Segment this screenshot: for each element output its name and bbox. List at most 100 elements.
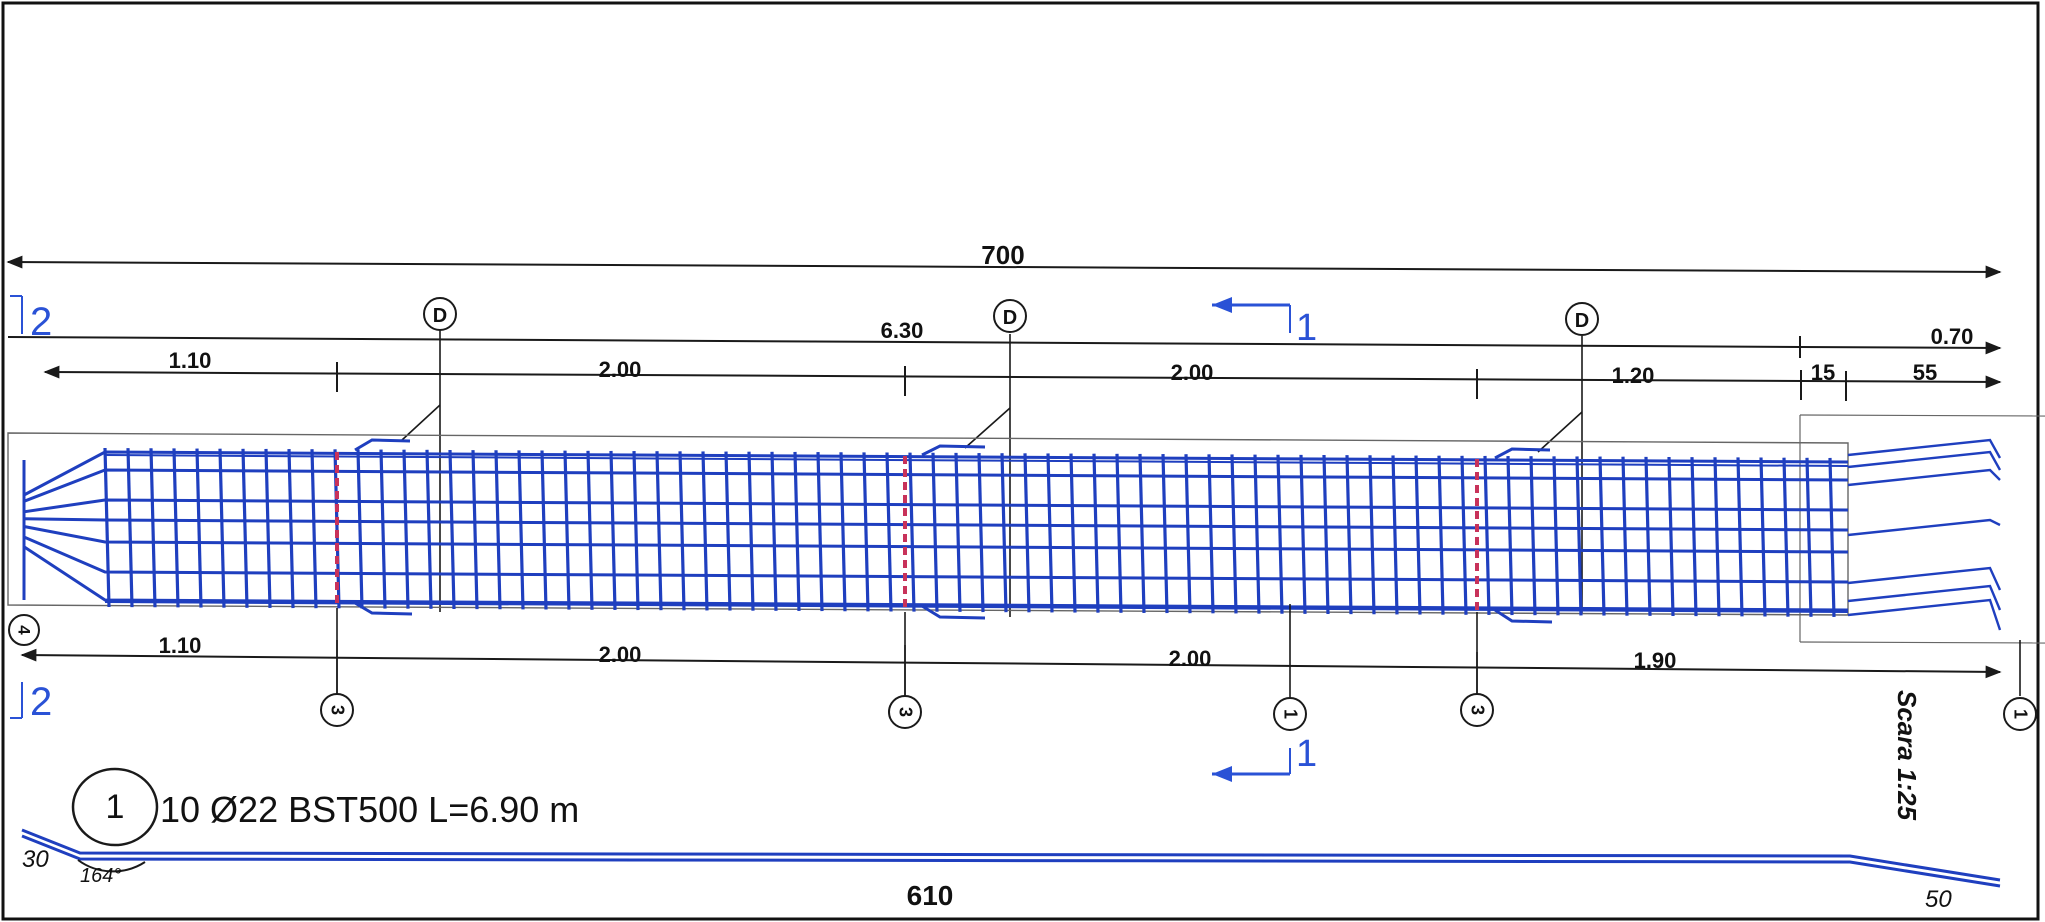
straight-length: 610 — [907, 880, 954, 911]
svg-text:3: 3 — [895, 707, 915, 717]
stirrup — [1184, 454, 1192, 614]
longitudinal-bar — [23, 545, 1849, 612]
flared-bar-end — [1847, 438, 2002, 459]
stirrup — [425, 449, 433, 609]
longitudinal-bar — [23, 468, 1849, 503]
stirrup — [1368, 455, 1376, 615]
bend-angle-arc — [77, 859, 146, 873]
stirrup — [402, 449, 410, 609]
bar-description: 10 Ø22 BST500 L=6.90 m — [160, 789, 579, 830]
stirrup — [1529, 456, 1537, 616]
stirrup — [1345, 455, 1353, 615]
top-seg-1: 1.10 — [169, 348, 212, 373]
stirrup — [195, 448, 203, 608]
top-seg-5: 15 — [1811, 360, 1835, 385]
bar-mark: 3 — [320, 608, 354, 727]
stirrup — [356, 449, 364, 609]
stirrup — [1828, 457, 1836, 617]
stirrup — [839, 452, 847, 612]
stirrup — [701, 451, 709, 611]
stirrup — [1414, 455, 1422, 615]
top-seg-3: 2.00 — [1171, 360, 1214, 385]
stirrup — [1276, 454, 1284, 614]
bottom-seg-1: 1.10 — [159, 633, 202, 658]
stirrup — [1000, 453, 1008, 613]
bar-length-dimension: 6.30 0.70 — [7, 318, 2002, 358]
flared-bar-end — [1847, 450, 2002, 471]
section-cut-2-bottom: 2 — [10, 680, 52, 724]
svg-text:D: D — [1003, 307, 1017, 329]
stirrup — [494, 450, 502, 610]
bar-mark: 1 — [1273, 604, 1307, 731]
stirrup — [931, 452, 939, 612]
stirrup — [310, 449, 318, 609]
top-seg-6: 55 — [1913, 360, 1937, 385]
right-hook-length: 50 — [1925, 886, 1952, 913]
stirrup — [1575, 456, 1583, 616]
stirrup — [1483, 455, 1491, 615]
stirrup — [126, 448, 134, 608]
stirrup — [1460, 455, 1468, 615]
stirrup — [1391, 455, 1399, 615]
bar-marks: 3 3 1 3 1 4 — [8, 604, 2037, 731]
overall-dimension: 700 — [6, 240, 2002, 279]
stirrup — [1207, 454, 1215, 614]
left-bar-mark: 4 — [8, 614, 40, 646]
stirrup — [218, 448, 226, 608]
stirrup — [770, 451, 778, 611]
lap-hooks — [354, 438, 1553, 624]
stirrup — [954, 452, 962, 612]
stirrup — [1598, 456, 1606, 616]
section-1-label: 1 — [1296, 307, 1317, 349]
flared-bar-end — [1847, 468, 2001, 487]
bottom-seg-3: 2.00 — [1169, 646, 1212, 671]
svg-text:1: 1 — [1280, 709, 1300, 719]
stirrup — [1644, 456, 1652, 616]
stirrup — [1023, 453, 1031, 613]
bottom-seg-2: 2.00 — [599, 642, 642, 667]
stirrup — [471, 450, 479, 610]
stirrup — [1805, 457, 1813, 617]
stirrup — [1621, 456, 1629, 616]
stirrup — [1690, 457, 1698, 617]
stirrup — [862, 452, 870, 612]
stirrup — [287, 449, 295, 609]
stirrup — [655, 451, 663, 611]
stirrup — [1759, 457, 1767, 617]
top-segment-dimensions: 1.10 2.00 2.00 1.20 15 55 — [43, 348, 2002, 401]
bar-shape — [21, 828, 2001, 888]
stirrup — [724, 451, 732, 611]
flared-bar-end — [1847, 598, 2002, 631]
stirrup — [793, 451, 801, 612]
stirrup — [747, 451, 755, 611]
d-markers: D D D — [401, 297, 1599, 617]
longitudinal-bar — [23, 525, 1849, 554]
bend-angle: 164° — [80, 865, 121, 887]
stirrup — [816, 452, 824, 612]
stirrup — [264, 448, 272, 608]
svg-text:D: D — [433, 305, 447, 327]
stirrup — [149, 448, 157, 608]
bottom-segment-dimensions: 1.10 2.00 2.00 1.90 — [20, 633, 2002, 705]
stirrup — [1782, 457, 1790, 617]
left-hook-length: 30 — [22, 846, 49, 873]
stirrup — [1161, 454, 1169, 614]
svg-text:4: 4 — [15, 625, 34, 635]
stirrup — [885, 452, 893, 612]
end-length-label: 0.70 — [1931, 324, 1974, 349]
stirrup — [678, 451, 686, 611]
svg-text:3: 3 — [327, 705, 347, 715]
rebar-bars — [22, 438, 2002, 631]
bar-mark: 3 — [1460, 612, 1494, 727]
flared-bar-end — [1847, 518, 2001, 537]
stirrup — [241, 448, 249, 608]
position-bubble — [71, 767, 159, 847]
flared-bar-end — [1847, 566, 2002, 591]
section-2-label: 2 — [30, 300, 52, 344]
stirrup — [1713, 457, 1721, 617]
bar-schedule: 1 10 Ø22 BST500 L=6.90 m 30 164° 610 50 — [21, 767, 2001, 913]
stirrup — [379, 449, 387, 609]
